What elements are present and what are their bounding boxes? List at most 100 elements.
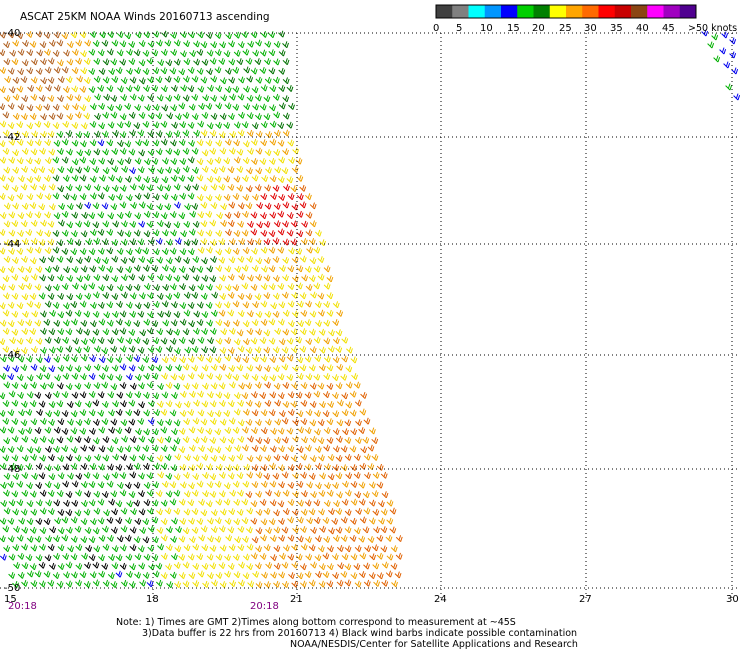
wind-barb (156, 508, 163, 516)
wind-barb (121, 435, 128, 443)
wind-barb (196, 67, 204, 75)
wind-barb (345, 472, 353, 480)
wind-barb (173, 93, 181, 101)
wind-barb (138, 490, 145, 498)
wind-barb (214, 446, 222, 454)
wind-barb (255, 328, 262, 336)
wind-barb (296, 480, 304, 488)
wind-barb (75, 327, 83, 335)
wind-barb (282, 129, 290, 137)
wind-barb (238, 111, 245, 119)
wind-barb (250, 283, 258, 291)
wind-barb (128, 345, 136, 353)
wind-barb (228, 58, 236, 66)
wind-barb (215, 121, 223, 129)
wind-barb (170, 428, 178, 436)
lon-label: 24 (434, 594, 447, 605)
wind-barb (286, 337, 294, 345)
wind-barb (44, 66, 52, 74)
wind-barb (326, 275, 334, 283)
wind-barb (260, 427, 268, 435)
wind-barb (308, 508, 316, 516)
wind-barb (306, 517, 314, 525)
wind-barb (291, 203, 299, 211)
wind-barb (143, 428, 151, 436)
wind-barb (161, 229, 169, 237)
wind-barb (210, 363, 218, 371)
wind-barb (66, 237, 74, 245)
wind-barb (263, 507, 271, 515)
wind-barb (152, 67, 160, 75)
wind-barb (153, 409, 161, 417)
wind-barb (71, 499, 79, 507)
wind-barb (200, 41, 208, 49)
wind-barb (7, 446, 15, 453)
wind-barb (360, 391, 368, 399)
wind-barb (241, 121, 249, 129)
wind-barb (368, 481, 376, 489)
wind-barb (44, 355, 51, 363)
wind-barb (277, 392, 285, 400)
wind-barb (34, 319, 42, 327)
wind-barb (89, 355, 96, 363)
wind-barb (246, 507, 254, 515)
wind-barb (110, 383, 118, 391)
wind-barb (309, 202, 317, 210)
wind-barb (214, 410, 222, 418)
wind-barb (92, 418, 100, 426)
wind-barb (246, 455, 254, 463)
wind-barb (75, 543, 83, 551)
wind-barb (108, 193, 116, 201)
wind-barb (246, 167, 253, 175)
wind-barb (43, 518, 51, 526)
wind-barb (205, 355, 213, 363)
wind-barb (237, 419, 245, 427)
wind-barb (197, 120, 205, 128)
wind-barb (192, 327, 200, 335)
time-label: 20:18 (250, 601, 279, 612)
wind-barb (304, 319, 312, 327)
wind-barb (2, 147, 10, 155)
wind-barb (152, 248, 160, 256)
wind-barb (164, 435, 172, 443)
wind-barb (101, 418, 109, 426)
wind-barb (233, 498, 241, 506)
wind-barb (318, 580, 326, 588)
wind-barb (179, 517, 187, 525)
wind-barb (254, 346, 262, 354)
wind-barb (278, 410, 286, 418)
wind-barb (52, 156, 60, 164)
wind-barb (205, 139, 213, 147)
wind-barb (0, 481, 7, 489)
wind-barb (92, 561, 100, 569)
wind-barb (201, 111, 209, 119)
wind-barb (215, 373, 223, 381)
wind-barb (220, 203, 227, 211)
wind-barb (196, 319, 204, 326)
wind-barb (106, 48, 114, 56)
wind-barb (133, 49, 141, 57)
wind-barb (255, 257, 263, 265)
wind-barb (219, 293, 227, 300)
wind-barb (228, 365, 236, 372)
wind-barb (215, 194, 222, 201)
wind-barb (272, 76, 280, 84)
wind-barb (310, 491, 317, 498)
wind-barb (115, 517, 123, 525)
wind-barb (272, 184, 280, 192)
wind-barb (170, 31, 177, 39)
wind-barb (44, 300, 52, 308)
wind-barb (211, 291, 219, 299)
wind-barb (228, 256, 236, 264)
wind-barb (229, 580, 236, 588)
wind-barb (164, 221, 172, 229)
wind-barb (89, 139, 97, 147)
wind-barb (3, 202, 11, 210)
wind-barb (21, 59, 29, 67)
wind-barb (278, 355, 286, 363)
wind-barb (75, 166, 83, 174)
wind-barb (218, 256, 226, 264)
wind-barb (183, 508, 191, 516)
wind-barb (178, 102, 186, 110)
wind-barb (191, 489, 199, 497)
